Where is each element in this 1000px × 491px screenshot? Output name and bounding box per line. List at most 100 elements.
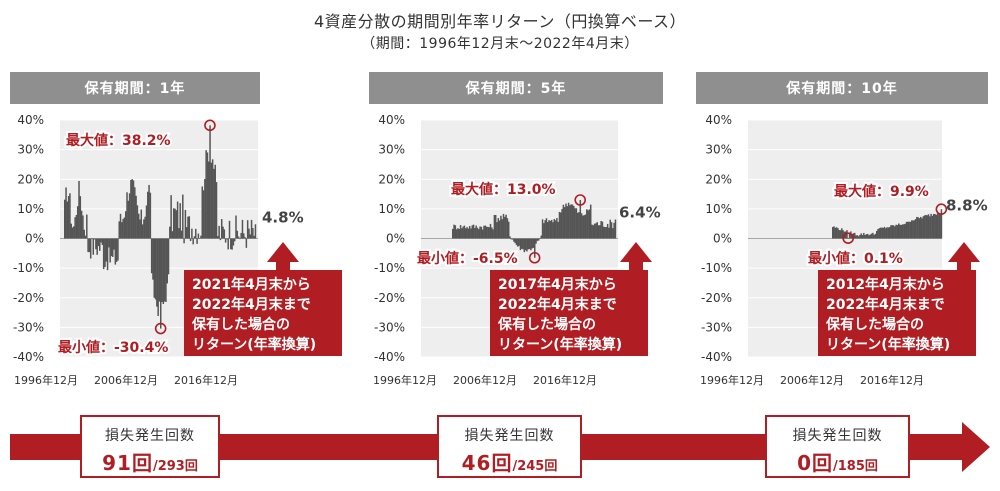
chart-panel-2: 40% 30% 20% 10% 0% -10% -20% -30% -40% 1996年12月 20…	[373, 113, 661, 387]
bar	[165, 238, 167, 302]
max-marker	[204, 119, 216, 132]
y-tick-label: -20%	[374, 291, 405, 305]
bar	[187, 216, 189, 239]
bar	[130, 180, 132, 239]
bar	[471, 225, 474, 239]
bar	[115, 238, 118, 262]
bar	[543, 223, 545, 239]
bar	[917, 217, 919, 239]
y-tick-label: 10%	[378, 202, 405, 216]
bar	[580, 213, 583, 239]
bar	[67, 196, 70, 239]
bar	[540, 235, 543, 239]
chart-panel-3: 40% 30% 20% 10% 0% -10% -20% -30% -40% 1996年12月 20…	[700, 113, 988, 387]
bar	[188, 216, 191, 239]
bar	[605, 226, 608, 239]
bar	[886, 227, 888, 239]
bar	[530, 238, 532, 251]
bar	[198, 238, 201, 239]
bar	[857, 236, 860, 239]
max-value-label: 最大値：9.9%	[834, 183, 929, 200]
bar	[887, 227, 890, 239]
bar	[931, 215, 934, 239]
bar	[837, 228, 839, 239]
bar	[474, 227, 476, 239]
bar	[79, 196, 82, 239]
y-tick-label: 10%	[17, 202, 44, 216]
bar	[936, 213, 939, 239]
bar	[481, 229, 484, 239]
loss-box-3: 損失発生回数 0回/185回	[765, 415, 910, 478]
bar	[76, 206, 79, 239]
bar	[254, 224, 257, 239]
bar	[515, 238, 518, 246]
y-tick-label: 30%	[705, 143, 732, 157]
bar	[176, 201, 179, 239]
bar	[926, 215, 928, 239]
bar	[152, 238, 154, 280]
bar	[535, 238, 537, 244]
bar	[141, 224, 144, 239]
y-tick-label: 20%	[17, 172, 44, 186]
x-tick-label: 2006年12月	[780, 373, 844, 387]
bar	[249, 234, 252, 239]
bar	[458, 229, 461, 239]
bar	[536, 238, 539, 241]
bar	[465, 228, 467, 239]
bar	[66, 201, 69, 239]
loss-total: /185回	[833, 459, 878, 474]
bar	[236, 230, 239, 239]
bar	[891, 225, 894, 239]
bar	[468, 225, 471, 239]
bar	[227, 238, 229, 250]
bar	[157, 238, 159, 316]
bar	[476, 227, 479, 239]
bar	[253, 235, 255, 239]
callout-line: 保有した場合の	[825, 316, 924, 333]
bar	[73, 226, 75, 239]
bar	[475, 225, 477, 239]
bar	[479, 226, 481, 239]
bar	[484, 225, 487, 239]
bar	[885, 228, 887, 239]
loss-box-1: 損失発生回数 91回/293回	[80, 415, 220, 478]
latest-value-label: 6.4%	[619, 204, 661, 222]
bar	[916, 216, 918, 239]
latest-value-label: 4.8%	[262, 208, 304, 226]
latest-value-label: 8.8%	[946, 196, 988, 214]
bar	[534, 238, 536, 258]
bar	[548, 220, 550, 239]
bar	[89, 238, 92, 259]
bar	[939, 213, 941, 239]
bar	[163, 238, 166, 302]
bar	[108, 238, 110, 248]
bar	[601, 221, 604, 239]
bar	[838, 230, 840, 239]
bar	[927, 214, 930, 239]
bar	[918, 218, 921, 239]
bar	[226, 238, 228, 240]
bar	[575, 208, 578, 239]
bar	[208, 161, 210, 239]
bar	[921, 218, 923, 239]
bar	[554, 220, 557, 239]
bar	[150, 238, 153, 274]
bar	[847, 238, 850, 239]
bar	[93, 238, 96, 240]
bar	[912, 220, 914, 239]
callout-line: リターン(年率換算)	[826, 336, 950, 353]
bar	[863, 232, 865, 239]
bar	[95, 238, 97, 250]
bar	[128, 193, 131, 239]
y-tick-label: -10%	[701, 261, 732, 275]
bar	[860, 233, 862, 239]
bar	[185, 227, 188, 239]
bar	[872, 232, 874, 239]
bar	[119, 213, 122, 239]
bar	[91, 238, 93, 240]
bar	[241, 219, 244, 239]
bar	[579, 199, 582, 239]
bar	[609, 219, 611, 239]
bar	[566, 206, 569, 239]
